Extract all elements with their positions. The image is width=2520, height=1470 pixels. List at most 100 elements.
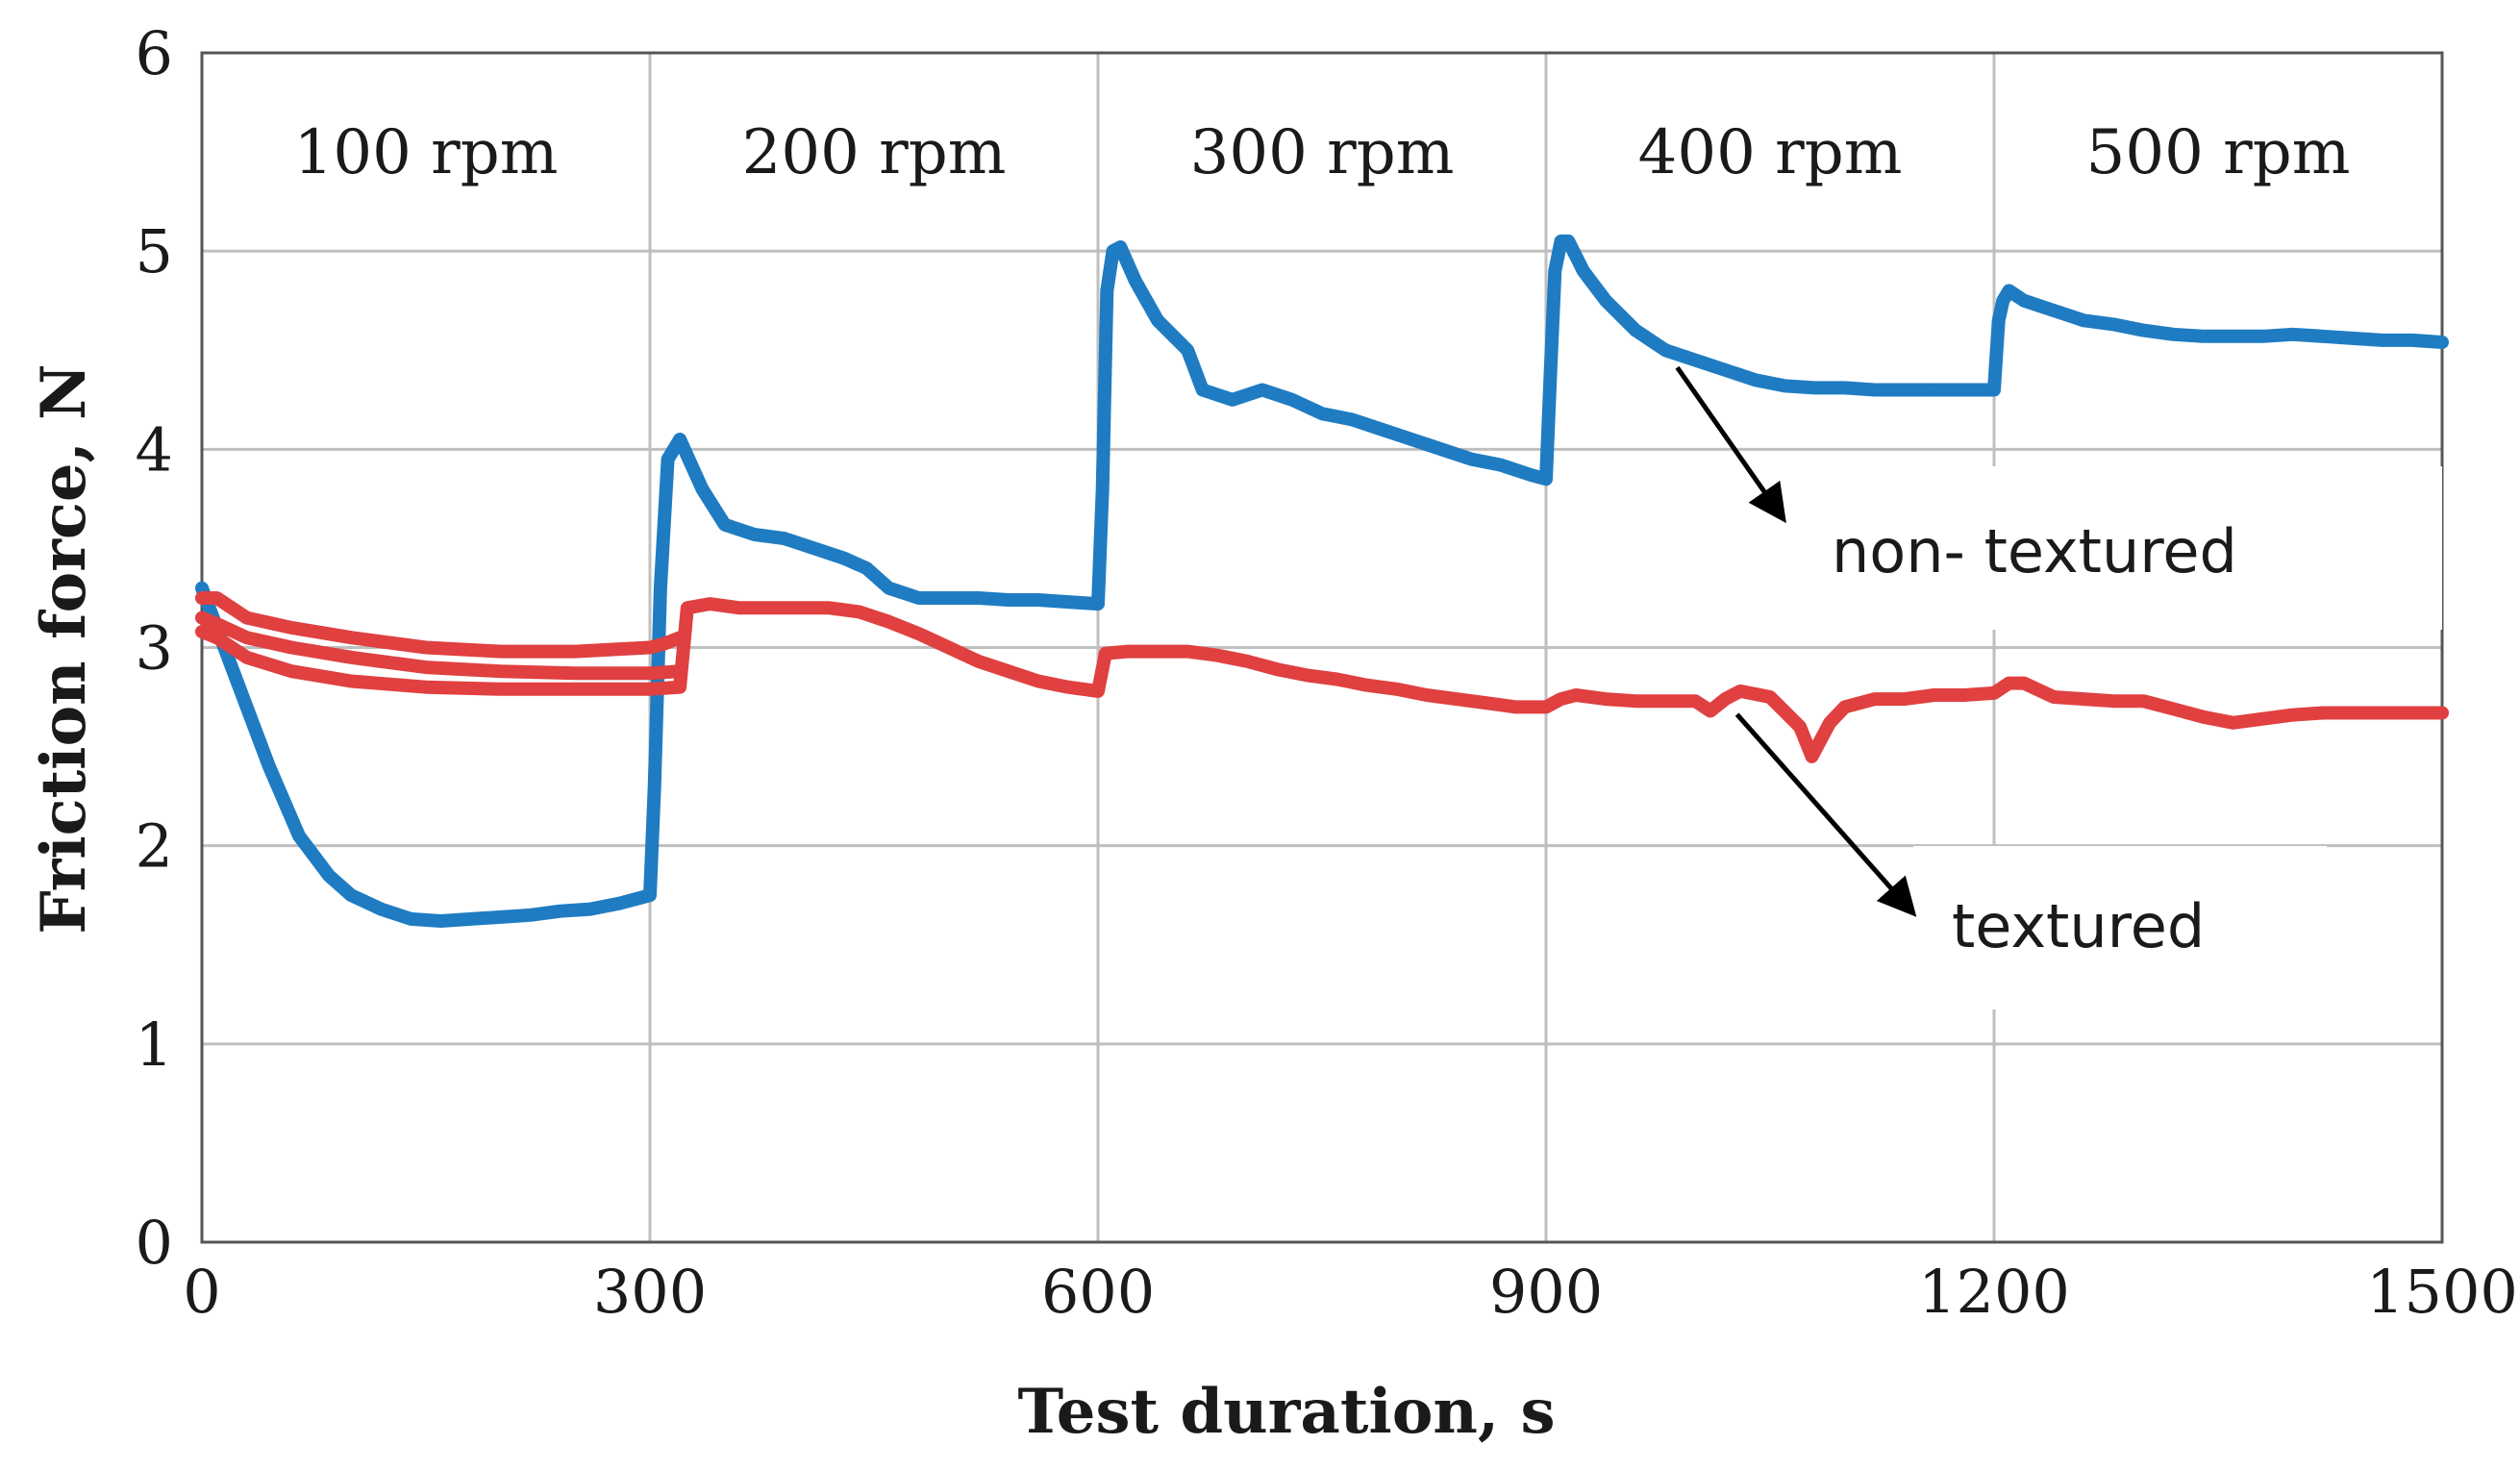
data-point [1152, 314, 1164, 327]
data-point [262, 760, 275, 773]
data-point [2316, 707, 2329, 719]
data-point [1988, 686, 2000, 699]
data-point [1316, 408, 1328, 420]
data-point [524, 909, 536, 921]
data-point [1549, 264, 1561, 277]
data-point [654, 582, 666, 594]
data-point [2078, 314, 2090, 327]
data-point [837, 552, 850, 564]
data-point [1868, 384, 1881, 396]
x-axis-title: Test duration, s [1017, 1376, 1555, 1448]
data-point [2048, 691, 2060, 704]
data-point [2078, 693, 2090, 706]
data-point [2137, 324, 2150, 336]
data-point [1659, 695, 1672, 708]
data-point [1495, 459, 1508, 471]
data-point [1562, 235, 1575, 247]
data-point [1719, 693, 1732, 706]
data-point [2108, 318, 2120, 331]
data-point [494, 910, 507, 923]
data-point [1420, 688, 1433, 701]
data-point [1600, 294, 1612, 307]
data-point [808, 542, 820, 555]
data-point [823, 602, 836, 614]
plot-frame [200, 51, 2444, 1244]
data-point [1096, 483, 1109, 495]
data-point [345, 651, 358, 663]
data-point [420, 681, 432, 693]
data-point [1032, 675, 1044, 687]
data-point [1114, 241, 1127, 254]
y-tick-label: 6 [136, 18, 173, 88]
data-point [659, 637, 671, 650]
data-point [1101, 285, 1113, 297]
y-tick-label: 2 [136, 811, 173, 882]
data-point [1510, 701, 1522, 713]
data-point [1749, 374, 1761, 386]
data-point [1898, 384, 1910, 396]
annotation-backdrop [1913, 846, 2327, 1009]
y-tick-label: 5 [136, 216, 173, 287]
data-point [1002, 594, 1014, 607]
speed-band-label: 200 rpm [742, 117, 1007, 188]
data-point [942, 591, 955, 604]
data-point [2003, 285, 2015, 297]
data-point [1376, 423, 1388, 436]
data-point [1196, 384, 1209, 396]
annotations: non- textured textured [1675, 365, 2237, 961]
data-point [464, 912, 477, 925]
data-point [1346, 413, 1359, 426]
data-point [323, 869, 336, 882]
data-point [1450, 693, 1462, 706]
data-point [1630, 695, 1642, 708]
data-point [763, 602, 776, 614]
data-point [1928, 688, 1940, 701]
speed-band-label: 400 rpm [1638, 117, 1903, 188]
data-point [1002, 665, 1014, 678]
data-point [345, 675, 358, 687]
data-point [681, 602, 693, 614]
data-point [2048, 305, 2060, 317]
data-point [1794, 720, 1807, 733]
data-point [883, 615, 895, 628]
data-point [1390, 683, 1403, 695]
y-tick-label: 0 [136, 1208, 173, 1278]
data-point [648, 780, 661, 792]
data-point [1577, 264, 1589, 277]
data-point [1838, 701, 1851, 713]
data-point [1525, 469, 1537, 482]
data-point [2003, 677, 2015, 689]
data-point [912, 591, 925, 604]
data-point [233, 681, 245, 693]
annotation-backdrop [1798, 466, 2442, 630]
data-point [494, 645, 507, 658]
speed-band-labels: 100 rpm 200 rpm 300 rpm 400 rpm 500 rpm [294, 117, 2351, 188]
data-point [1435, 443, 1448, 456]
data-point [2436, 707, 2448, 719]
data-point [569, 667, 582, 680]
data-point [286, 621, 298, 634]
data-point [2406, 707, 2418, 719]
data-point [883, 582, 895, 594]
data-point [1465, 453, 1478, 465]
data-point [1838, 382, 1851, 394]
data-point [1152, 645, 1164, 658]
data-point [1544, 363, 1557, 376]
data-point [1226, 393, 1238, 406]
data-point [211, 617, 223, 630]
series-line [195, 597, 2449, 763]
data-point [196, 582, 208, 594]
data-point [2376, 334, 2388, 346]
data-point [1360, 679, 1373, 691]
data-point [2197, 330, 2209, 342]
data-point [1958, 688, 1970, 701]
data-point [2108, 695, 2120, 708]
data-point [494, 665, 507, 678]
data-point [2436, 336, 2448, 349]
data-point [674, 434, 686, 446]
data-point [569, 683, 582, 695]
data-point [1570, 688, 1583, 701]
data-point [286, 665, 298, 678]
data-point [554, 905, 566, 917]
data-point [1061, 596, 1074, 609]
